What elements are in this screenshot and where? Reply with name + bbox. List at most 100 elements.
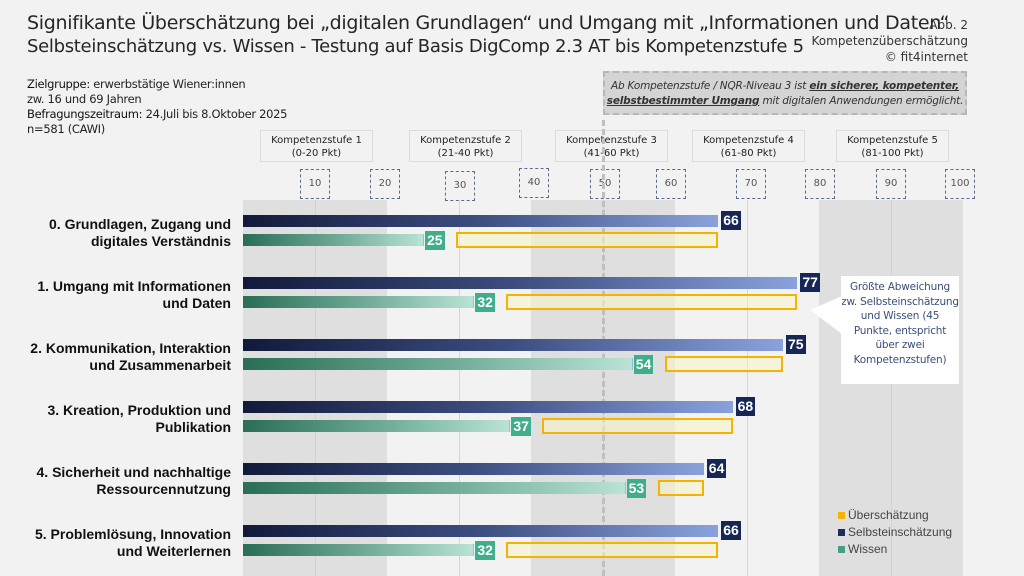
bar-wissen bbox=[243, 358, 633, 370]
category-label: 5. Problemlösung, Innovation und Weiterle… bbox=[0, 526, 231, 560]
category-label-line: 2. Kommunikation, Interaktion bbox=[30, 340, 231, 356]
stage-header-1: Kompetenzstufe 1 (0-20 Pkt) bbox=[260, 130, 373, 162]
stage-header-5: Kompetenzstufe 5 (81-100 Pkt) bbox=[836, 130, 949, 162]
bar-wissen bbox=[243, 482, 626, 494]
stage-range: (61-80 Pkt) bbox=[720, 148, 777, 159]
bar-selbsteinschaetzung bbox=[243, 463, 704, 475]
bar-wissen bbox=[243, 544, 475, 556]
x-tick-20: 20 bbox=[370, 169, 400, 199]
label-wissen: 54 bbox=[633, 355, 654, 374]
figure-info: Abb. 2 Kompetenzüberschätzung © fit4inte… bbox=[812, 17, 968, 65]
copyright: © fit4internet bbox=[884, 50, 968, 64]
x-tick-30: 30 bbox=[445, 171, 475, 201]
x-tick-40: 40 bbox=[519, 168, 549, 198]
category-label-line: 5. Problemlösung, Innovation bbox=[34, 526, 231, 542]
bar-selbsteinschaetzung bbox=[243, 277, 798, 289]
survey-meta: Zielgruppe: erwerbstätige Wiener:innen z… bbox=[27, 77, 288, 137]
bar-ueberschaetzung bbox=[657, 480, 704, 496]
x-tick-70: 70 bbox=[736, 169, 766, 199]
chart-subtitle: Selbsteinschätzung vs. Wissen - Testung … bbox=[27, 36, 804, 57]
bar-selbsteinschaetzung bbox=[243, 339, 783, 351]
stage-name: Kompetenzstufe 5 bbox=[847, 135, 938, 146]
legend-item-wissen: Wissen bbox=[838, 541, 952, 558]
category-label: 4. Sicherheit und nachhaltige Ressourcenn… bbox=[0, 464, 231, 498]
bar-wissen bbox=[243, 296, 475, 308]
period-label: Befragungszeitraum: bbox=[27, 107, 143, 121]
legend-item-ueberschaetzung: Überschätzung bbox=[838, 507, 952, 524]
bar-ueberschaetzung bbox=[506, 294, 798, 310]
label-wissen: 25 bbox=[425, 231, 445, 250]
bar-ueberschaetzung bbox=[456, 232, 719, 248]
stage-name: Kompetenzstufe 3 bbox=[566, 135, 657, 146]
label-selbsteinschaetzung: 66 bbox=[721, 211, 741, 230]
category-label-line: Ressourcennutzung bbox=[96, 481, 231, 497]
label-wissen: 32 bbox=[475, 293, 495, 312]
stage-header-2: Kompetenzstufe 2 (21-40 Pkt) bbox=[409, 130, 522, 162]
stage-range: (81-100 Pkt) bbox=[861, 148, 924, 159]
bar-ueberschaetzung bbox=[542, 418, 733, 434]
sample-size: n=581 (CAWI) bbox=[27, 122, 105, 136]
bar-ueberschaetzung bbox=[664, 356, 783, 372]
legend-label: Überschätzung bbox=[848, 508, 929, 522]
legend-item-selbsteinschaetzung: Selbsteinschätzung bbox=[838, 524, 952, 541]
x-tick-50: 50 bbox=[590, 169, 620, 199]
category-label-line: Publikation bbox=[155, 419, 231, 435]
legend-label: Wissen bbox=[848, 542, 888, 556]
category-label-line: und Zusammenarbeit bbox=[89, 357, 231, 373]
x-tick-80: 80 bbox=[805, 169, 835, 199]
label-wissen: 53 bbox=[626, 479, 647, 498]
category-label-line: 0. Grundlagen, Zugang und bbox=[49, 216, 231, 232]
gridline-70 bbox=[747, 200, 748, 576]
bar-selbsteinschaetzung bbox=[243, 215, 719, 227]
x-tick-100: 100 bbox=[945, 169, 975, 199]
category-label: 2. Kommunikation, Interaktion und Zusamme… bbox=[0, 340, 231, 374]
label-selbsteinschaetzung: 68 bbox=[735, 397, 756, 416]
target-label: Zielgruppe: bbox=[27, 77, 90, 91]
category-label-line: 4. Sicherheit und nachhaltige bbox=[36, 464, 231, 480]
stage-name: Kompetenzstufe 4 bbox=[703, 135, 794, 146]
category-label-line: 3. Kreation, Produktion und bbox=[47, 402, 231, 418]
figure-label: Abb. 2 bbox=[929, 18, 968, 32]
label-wissen: 37 bbox=[511, 417, 531, 436]
category-label: 1. Umgang mit Informationen und Daten bbox=[0, 278, 231, 312]
category-label-line: und Daten bbox=[162, 295, 231, 311]
stage-range: (0-20 Pkt) bbox=[291, 148, 342, 159]
stage-name: Kompetenzstufe 1 bbox=[271, 135, 362, 146]
category-label: 0. Grundlagen, Zugang und digitales Verst… bbox=[0, 216, 231, 250]
stage-header-3: Kompetenzstufe 3 (41-60 Pkt) bbox=[555, 130, 668, 162]
gridline-90 bbox=[891, 200, 892, 576]
note-prefix: Ab Kompetenzstufe / NQR-Niveau 3 ist bbox=[610, 80, 810, 92]
target-value: erwerbstätige Wiener:innen bbox=[93, 77, 246, 91]
period-value: 24.Juli bis 8.Oktober 2025 bbox=[145, 107, 288, 121]
callout-largest-gap: Größte Abweichung zw. Selbsteinschätzung… bbox=[841, 276, 959, 384]
bar-wissen bbox=[243, 234, 424, 246]
label-selbsteinschaetzung: 66 bbox=[721, 521, 741, 540]
gridline-30 bbox=[459, 200, 460, 576]
target-value-2: zw. 16 und 69 Jahren bbox=[27, 92, 142, 106]
stage-name: Kompetenzstufe 2 bbox=[420, 135, 511, 146]
legend-swatch-selbsteinschaetzung bbox=[838, 529, 845, 536]
category-label: 3. Kreation, Produktion und Publikation bbox=[0, 402, 231, 436]
category-label-line: digitales Verständnis bbox=[90, 233, 231, 249]
bar-wissen bbox=[243, 420, 511, 432]
label-selbsteinschaetzung: 75 bbox=[786, 335, 806, 354]
category-label-line: und Weiterlernen bbox=[116, 543, 231, 559]
legend-swatch-ueberschaetzung bbox=[838, 512, 845, 519]
label-wissen: 32 bbox=[475, 541, 495, 560]
bar-ueberschaetzung bbox=[506, 542, 719, 558]
gridline-10 bbox=[315, 200, 316, 576]
stage-header-4: Kompetenzstufe 4 (61-80 Pkt) bbox=[692, 130, 805, 162]
chart-title: Signifikante Überschätzung bei „digitale… bbox=[27, 12, 950, 34]
legend-swatch-wissen bbox=[838, 546, 845, 553]
bar-selbsteinschaetzung bbox=[243, 525, 719, 537]
note-emphasis-1: ein sicherer, kompetenter, bbox=[809, 80, 960, 92]
legend: Überschätzung Selbsteinschätzung Wissen bbox=[838, 507, 952, 558]
x-tick-90: 90 bbox=[876, 169, 906, 199]
figure-name: Kompetenzüberschätzung bbox=[811, 34, 968, 48]
x-tick-10: 10 bbox=[300, 169, 330, 199]
stage-range: (21-40 Pkt) bbox=[437, 148, 494, 159]
note-emphasis-2: selbstbestimmter Umgang bbox=[606, 95, 760, 107]
label-selbsteinschaetzung: 77 bbox=[800, 273, 820, 292]
bar-selbsteinschaetzung bbox=[243, 401, 733, 413]
note-suffix: mit digitalen Anwendungen ermöglicht. bbox=[759, 95, 964, 107]
